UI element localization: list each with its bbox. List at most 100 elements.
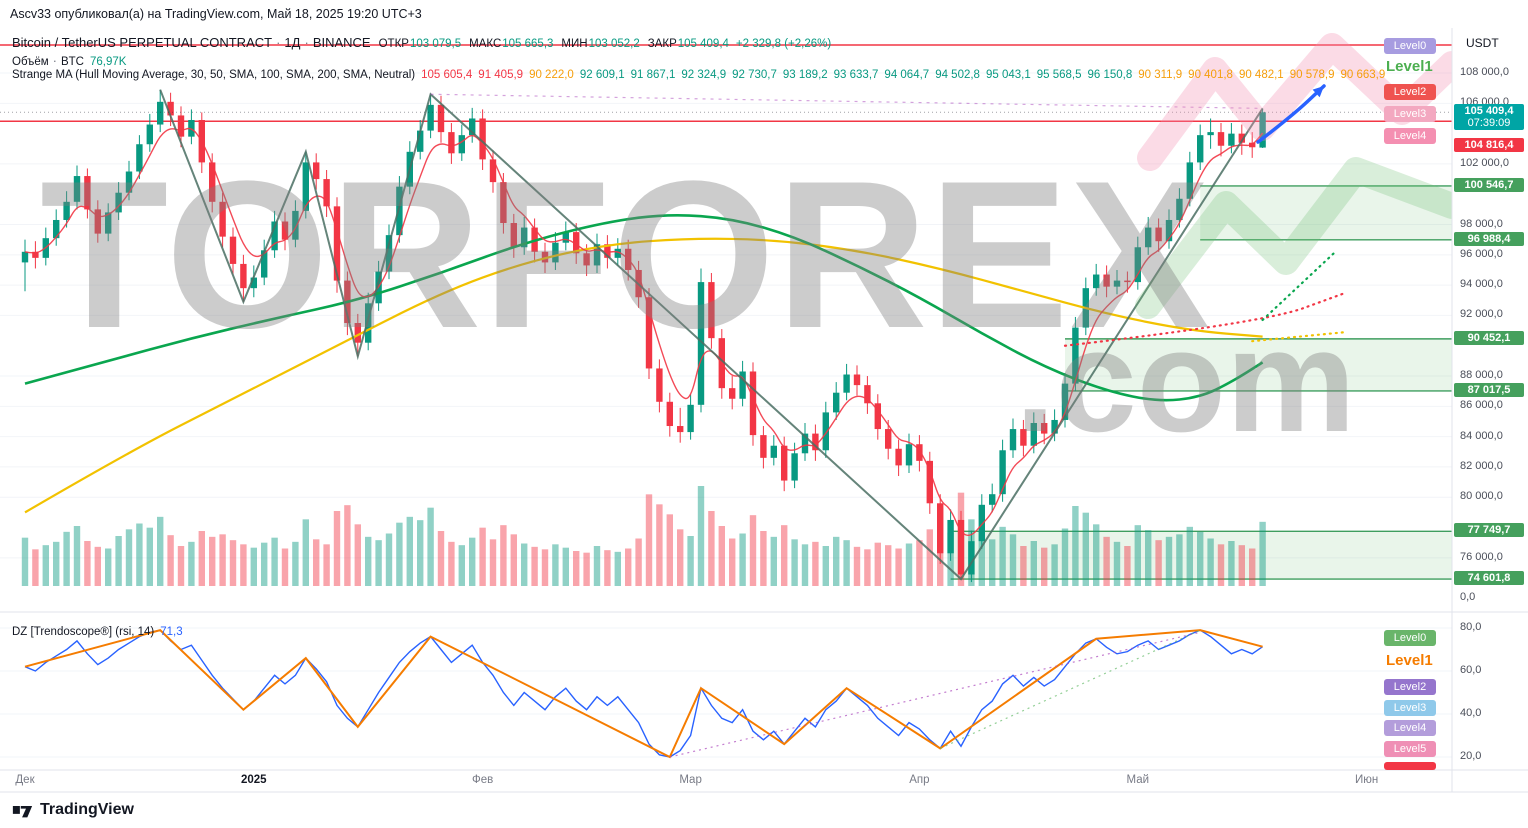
ma-value: 95 568,5 (1036, 69, 1082, 81)
rsi-value: 71,3 (160, 626, 183, 638)
level-tag[interactable]: Level0 (1384, 38, 1436, 54)
rsi-axis-tick: 40,0 (1460, 707, 1482, 719)
ma-value: 92 730,7 (732, 69, 777, 81)
time-axis-tick: Дек (15, 774, 35, 786)
high-label: МАКС (469, 38, 502, 50)
ma-legend-row[interactable]: Strange MA (Hull Moving Average, 30, 50,… (12, 69, 1385, 81)
level-tag[interactable]: Level1 (1386, 58, 1433, 75)
candles-layer (21, 89, 1266, 583)
level-tag[interactable]: Level4 (1384, 720, 1436, 736)
price-label-value: 87 017,5 (1467, 383, 1511, 396)
ma-value: 94 502,8 (935, 69, 980, 81)
ma-value: 90 663,9 (1340, 69, 1386, 81)
ma-value: 90 222,0 (529, 69, 574, 81)
rsi-pane (24, 629, 1263, 759)
ma-value: 91 405,9 (478, 69, 524, 81)
level-tag[interactable]: Level1 (1386, 652, 1433, 669)
price-axis-tick: 98 000,0 (1460, 217, 1503, 230)
zigzag-trendlines (159, 89, 1264, 581)
change-value: +2 329,8 (+2,26%) (735, 38, 832, 50)
drawing-ribbons (1135, 33, 1452, 319)
level-tag[interactable]: Level4 (1384, 128, 1436, 144)
price-label-value: 77 749,7 (1467, 524, 1511, 537)
price-label-last: 105 409,4 07:39:09 (1454, 104, 1524, 131)
level-tag[interactable]: Level3 (1384, 700, 1436, 716)
moving-averages (24, 127, 1264, 536)
volume-legend-row[interactable]: Объём · BTC 76,97K (12, 53, 126, 68)
time-axis-tick: 2025 (241, 774, 267, 786)
price-axis-tick: 84 000,0 (1460, 429, 1503, 442)
rsi-axis-tick: 60,0 (1460, 664, 1482, 676)
level-tag[interactable]: Level3 (1384, 106, 1436, 122)
price-label: 90 452,1 (1454, 330, 1524, 345)
volume-zero-tick: 0,0 (1460, 591, 1476, 603)
price-label: 96 988,4 (1454, 231, 1524, 246)
open-value: 103 079,5 (409, 38, 462, 50)
time-axis-tick: Фев (471, 774, 494, 786)
rsi-title: DZ [Trendoscope®] (rsi, 14) (12, 626, 155, 638)
price-label-value: 100 546,7 (1464, 178, 1514, 191)
gridlines (0, 72, 1452, 758)
price-label-value: 96 988,4 (1467, 232, 1511, 245)
open-label: ОТКР (378, 38, 409, 50)
level-tag[interactable]: Level5 (1384, 741, 1436, 757)
price-axis-tick: 102 000,0 (1460, 156, 1509, 169)
published-info: Ascv33 опубликовал(а) на TradingView.com… (10, 7, 422, 21)
price-label-value: 105 409,4 (1464, 105, 1514, 118)
level-tag[interactable]: Level2 (1384, 84, 1436, 100)
ma-projections (1063, 250, 1347, 347)
volume-unit: BTC (60, 56, 84, 68)
low-value: 103 052,2 (588, 38, 640, 50)
price-axis-tick: 86 000,0 (1460, 399, 1503, 412)
rsi-axis-tick: 20,0 (1460, 750, 1482, 762)
price-axis-tick: 92 000,0 (1460, 308, 1503, 321)
symbol-name: Bitcoin / TetherUS PERPETUAL CONTRACT (12, 35, 273, 50)
ma-label: Strange MA (Hull Moving Average, 30, 50,… (12, 69, 416, 81)
tradingview-brand-link[interactable]: TradingView (12, 799, 134, 820)
price-axis-tick: 94 000,0 (1460, 278, 1503, 291)
symbol-legend-row[interactable]: Bitcoin / TetherUS PERPETUAL CONTRACT · 1Д… (12, 35, 831, 50)
timeframe: 1Д (284, 35, 301, 50)
level-tag[interactable]: Level2 (1384, 679, 1436, 695)
pane-separators (0, 28, 1528, 793)
price-label: 87 017,5 (1454, 382, 1524, 397)
low-label: МИН (561, 38, 588, 50)
separator: · (304, 35, 309, 50)
ma-value: 90 482,1 (1238, 69, 1284, 81)
tradingview-brand-text: TradingView (40, 800, 134, 818)
price-label: 100 546,7 (1454, 177, 1524, 192)
price-label: 74 601,8 (1454, 571, 1524, 585)
close-label: ЗАКР (647, 38, 677, 50)
ma-value: 105 605,4 (421, 69, 473, 81)
price-axis-tick: 88 000,0 (1460, 369, 1503, 382)
countdown-timer: 07:39:09 (1467, 117, 1511, 130)
time-axis-tick: Мар (679, 774, 702, 786)
price-label-value: 104 816,4 (1464, 139, 1514, 151)
ma-value: 90 311,9 (1138, 69, 1183, 81)
price-axis-tick: 82 000,0 (1460, 459, 1503, 472)
volume-bars (21, 486, 1266, 586)
rsi-axis-tick: 80,0 (1460, 621, 1482, 633)
exchange: BINANCE (312, 35, 371, 50)
volume-label: Объём (12, 56, 49, 68)
separator: · (52, 53, 57, 68)
time-axis-tick: Май (1126, 774, 1150, 786)
ma-value: 96 150,8 (1087, 69, 1133, 81)
time-axis-tick: Июн (1354, 774, 1379, 786)
ma-value: 93 633,7 (833, 69, 879, 81)
ma-value: 90 578,9 (1289, 69, 1335, 81)
price-label-value: 90 452,1 (1467, 331, 1511, 344)
high-value: 105 665,3 (502, 38, 554, 50)
time-axis-tick: Апр (909, 774, 930, 786)
level-tag[interactable] (1384, 762, 1436, 770)
rsi-legend-row[interactable]: DZ [Trendoscope®] (rsi, 14) 71,3 (12, 626, 183, 638)
level-tag[interactable]: Level0 (1384, 630, 1436, 646)
ma-value: 94 064,7 (884, 69, 930, 81)
ma-value: 92 324,9 (681, 69, 727, 81)
ma-value: 90 401,8 (1188, 69, 1233, 81)
price-axis-currency: USDT (1466, 36, 1499, 50)
resistance-lines (0, 44, 1452, 123)
tradingview-logo-icon (12, 806, 33, 818)
